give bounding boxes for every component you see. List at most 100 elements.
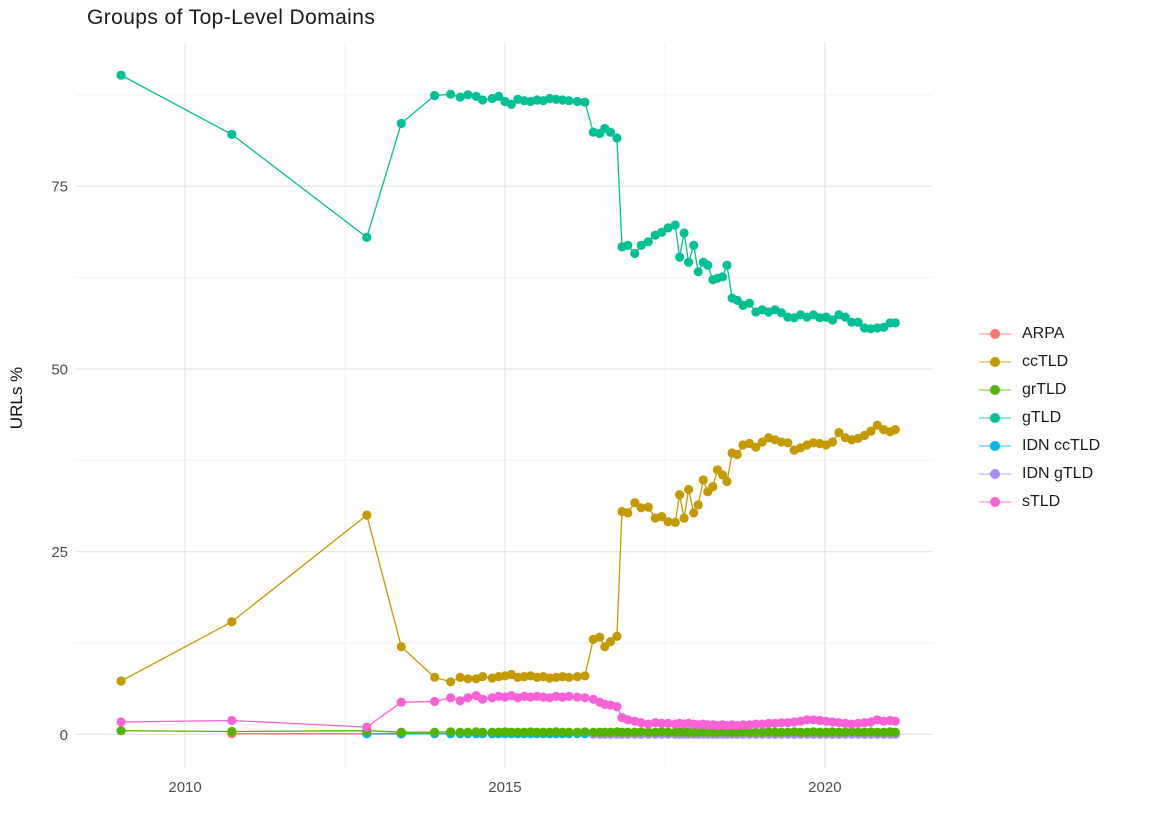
data-point-sTLD [430, 696, 440, 707]
data-point-gTLD [663, 223, 673, 233]
data-point-ccTLD [693, 500, 703, 510]
data-point-ccTLD [751, 442, 761, 452]
data-point-gTLD [478, 95, 488, 105]
legend-item-ccTLD: ccTLD [978, 348, 1100, 376]
data-point-grTLD [853, 727, 863, 737]
data-point-gTLD [623, 240, 633, 250]
data-point-ccTLD [827, 437, 838, 447]
data-point-grTLD [834, 727, 844, 737]
data-point-grTLD [564, 727, 574, 737]
data-point-grTLD [643, 727, 653, 737]
data-point-sTLD [643, 719, 653, 729]
data-point-ccTLD [663, 517, 673, 527]
data-point-gTLD [494, 91, 504, 101]
data-point-gTLD [463, 90, 473, 100]
legend-key-icon [979, 441, 1011, 451]
data-point-ccTLD [564, 672, 574, 683]
axis-tick-label-y: 25 [51, 544, 68, 561]
data-point-sTLD [396, 697, 406, 707]
data-point-gTLD [612, 133, 622, 143]
data-point-gTLD [580, 97, 590, 107]
data-point-sTLD [657, 718, 667, 729]
data-point-sTLD [802, 715, 812, 725]
data-point-ccTLD [783, 438, 793, 448]
data-point-sTLD [455, 696, 465, 706]
data-point-sTLD [890, 716, 900, 726]
data-point-gTLD [657, 227, 667, 237]
data-point-gTLD [853, 317, 863, 327]
data-point-grTLD [487, 727, 497, 737]
data-point-gTLD [227, 129, 237, 139]
data-point-ccTLD [657, 511, 667, 522]
data-point-grTLD [478, 727, 488, 737]
data-point-grTLD [430, 727, 440, 737]
data-point-gTLD [362, 232, 372, 242]
data-point-gTLD [776, 308, 787, 318]
data-point-grTLD [116, 726, 126, 736]
data-point-ccTLD [670, 517, 680, 528]
data-point-gTLD [455, 92, 465, 102]
data-point-gTLD [116, 70, 126, 80]
data-point-ccTLD [430, 672, 440, 683]
legend-label: sTLD [1022, 493, 1061, 510]
legend-key-icon [979, 413, 1011, 423]
axis-tick-label-y: 0 [60, 727, 68, 744]
data-point-grTLD [446, 727, 456, 737]
data-point-ccTLD [636, 503, 646, 513]
data-point-gTLD [572, 96, 582, 107]
legend-label: gTLD [1022, 409, 1062, 426]
legend-key-icon [979, 497, 1011, 507]
data-point-ccTLD [698, 475, 708, 485]
data-point-ccTLD [463, 674, 473, 684]
axis-tick-label-x: 2020 [808, 779, 841, 796]
data-point-grTLD [890, 727, 900, 737]
data-point-gTLD [643, 237, 653, 247]
data-point-grTLD [506, 727, 516, 737]
data-point-gTLD [840, 312, 850, 322]
data-point-ccTLD [572, 672, 582, 682]
data-point-sTLD [478, 694, 488, 704]
data-point-ccTLD [717, 470, 728, 480]
legend-item-gTLD: gTLD [978, 404, 1100, 432]
data-point-ccTLD [116, 676, 126, 686]
data-point-ccTLD [455, 672, 465, 683]
data-point-ccTLD [866, 426, 876, 436]
data-point-gTLD [847, 317, 857, 327]
data-point-ccTLD [612, 631, 622, 642]
data-point-sTLD [463, 693, 473, 703]
data-point-ccTLD [362, 510, 372, 520]
data-point-sTLD [362, 722, 372, 732]
data-point-ccTLD [722, 476, 732, 487]
data-point-grTLD [815, 727, 825, 737]
data-point-grTLD [455, 727, 465, 737]
data-point-sTLD [564, 691, 574, 702]
data-point-gTLD [689, 240, 699, 250]
data-point-gTLD [717, 272, 728, 282]
legend-label: IDN ccTLD [1022, 437, 1101, 454]
legend-label: ccTLD [1022, 353, 1069, 370]
data-point-grTLD [751, 727, 761, 737]
data-point-sTLD [572, 692, 582, 702]
data-point-grTLD [396, 727, 406, 737]
data-point-grTLD [227, 726, 237, 737]
legend-key-icon [979, 329, 1011, 339]
data-point-sTLD [776, 718, 787, 728]
axis-tick-label-x: 2010 [168, 779, 201, 796]
data-point-ccTLD [396, 642, 406, 652]
data-point-gTLD [636, 240, 646, 250]
data-point-gTLD [703, 260, 713, 270]
data-point-ccTLD [446, 677, 456, 687]
data-point-ccTLD [859, 430, 870, 441]
legend-item-ARPA: ARPA [978, 320, 1100, 348]
data-point-grTLD [538, 727, 548, 737]
data-point-gTLD [679, 228, 689, 238]
data-point-gTLD [430, 91, 440, 101]
data-point-ccTLD [689, 508, 699, 518]
axis-tick-label-y: 75 [51, 179, 68, 196]
data-point-ccTLD [708, 482, 718, 492]
data-point-grTLD [532, 727, 542, 737]
data-point-ccTLD [623, 508, 633, 518]
data-point-ccTLD [732, 449, 742, 460]
